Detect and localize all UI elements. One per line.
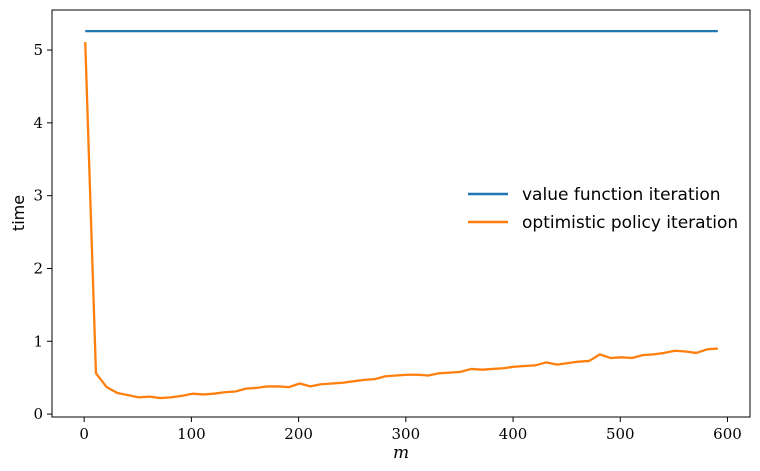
y-tick-label: 0: [33, 405, 43, 423]
legend-label-optimistic-policy-iteration: optimistic policy iteration: [522, 213, 738, 233]
x-axis-label: m: [393, 443, 409, 463]
x-tick-label: 600: [713, 425, 742, 443]
x-tick-label: 200: [284, 425, 313, 443]
y-tick-label: 5: [33, 41, 43, 59]
y-tick-label: 3: [33, 187, 43, 205]
y-axis-label: time: [9, 195, 28, 231]
y-tick-label: 4: [33, 114, 43, 132]
x-tick-label: 0: [79, 425, 89, 443]
legend-label-value-function-iteration: value function iteration: [522, 185, 721, 205]
y-tick-label: 1: [33, 332, 43, 350]
x-tick-label: 100: [177, 425, 206, 443]
x-axis-ticks: 0 100 200 300 400 500 600: [79, 417, 742, 443]
plot-frame: [51, 9, 751, 418]
x-tick-label: 300: [392, 425, 421, 443]
legend: value function iteration optimistic poli…: [468, 185, 738, 233]
x-tick-label: 400: [499, 425, 528, 443]
x-tick-label: 500: [606, 425, 635, 443]
y-tick-label: 2: [33, 259, 43, 277]
series-layer: [84, 29, 718, 400]
y-axis-ticks: 0 1 2 3 4 5: [33, 41, 52, 423]
series-line-optimistic-policy-iteration: [84, 42, 718, 400]
